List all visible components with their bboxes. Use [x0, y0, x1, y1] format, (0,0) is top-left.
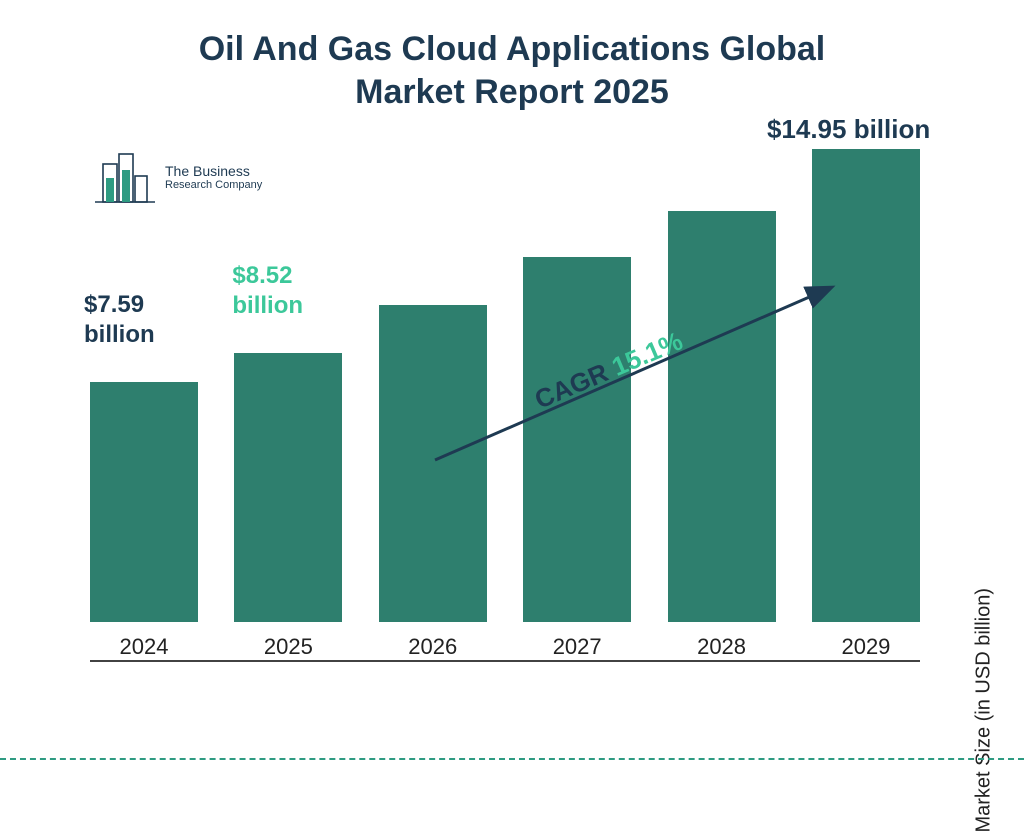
cagr-arrow: [90, 130, 920, 690]
y-axis-label: Market Size (in USD billion): [973, 588, 996, 833]
chart-area: 2024$7.59billion2025$8.52billion20262027…: [90, 130, 920, 690]
chart-title: Oil And Gas Cloud Applications GlobalMar…: [0, 28, 1024, 113]
chart-container: { "title": { "text": "Oil And Gas Cloud …: [0, 0, 1024, 768]
bottom-dashed-rule: [0, 758, 1024, 760]
